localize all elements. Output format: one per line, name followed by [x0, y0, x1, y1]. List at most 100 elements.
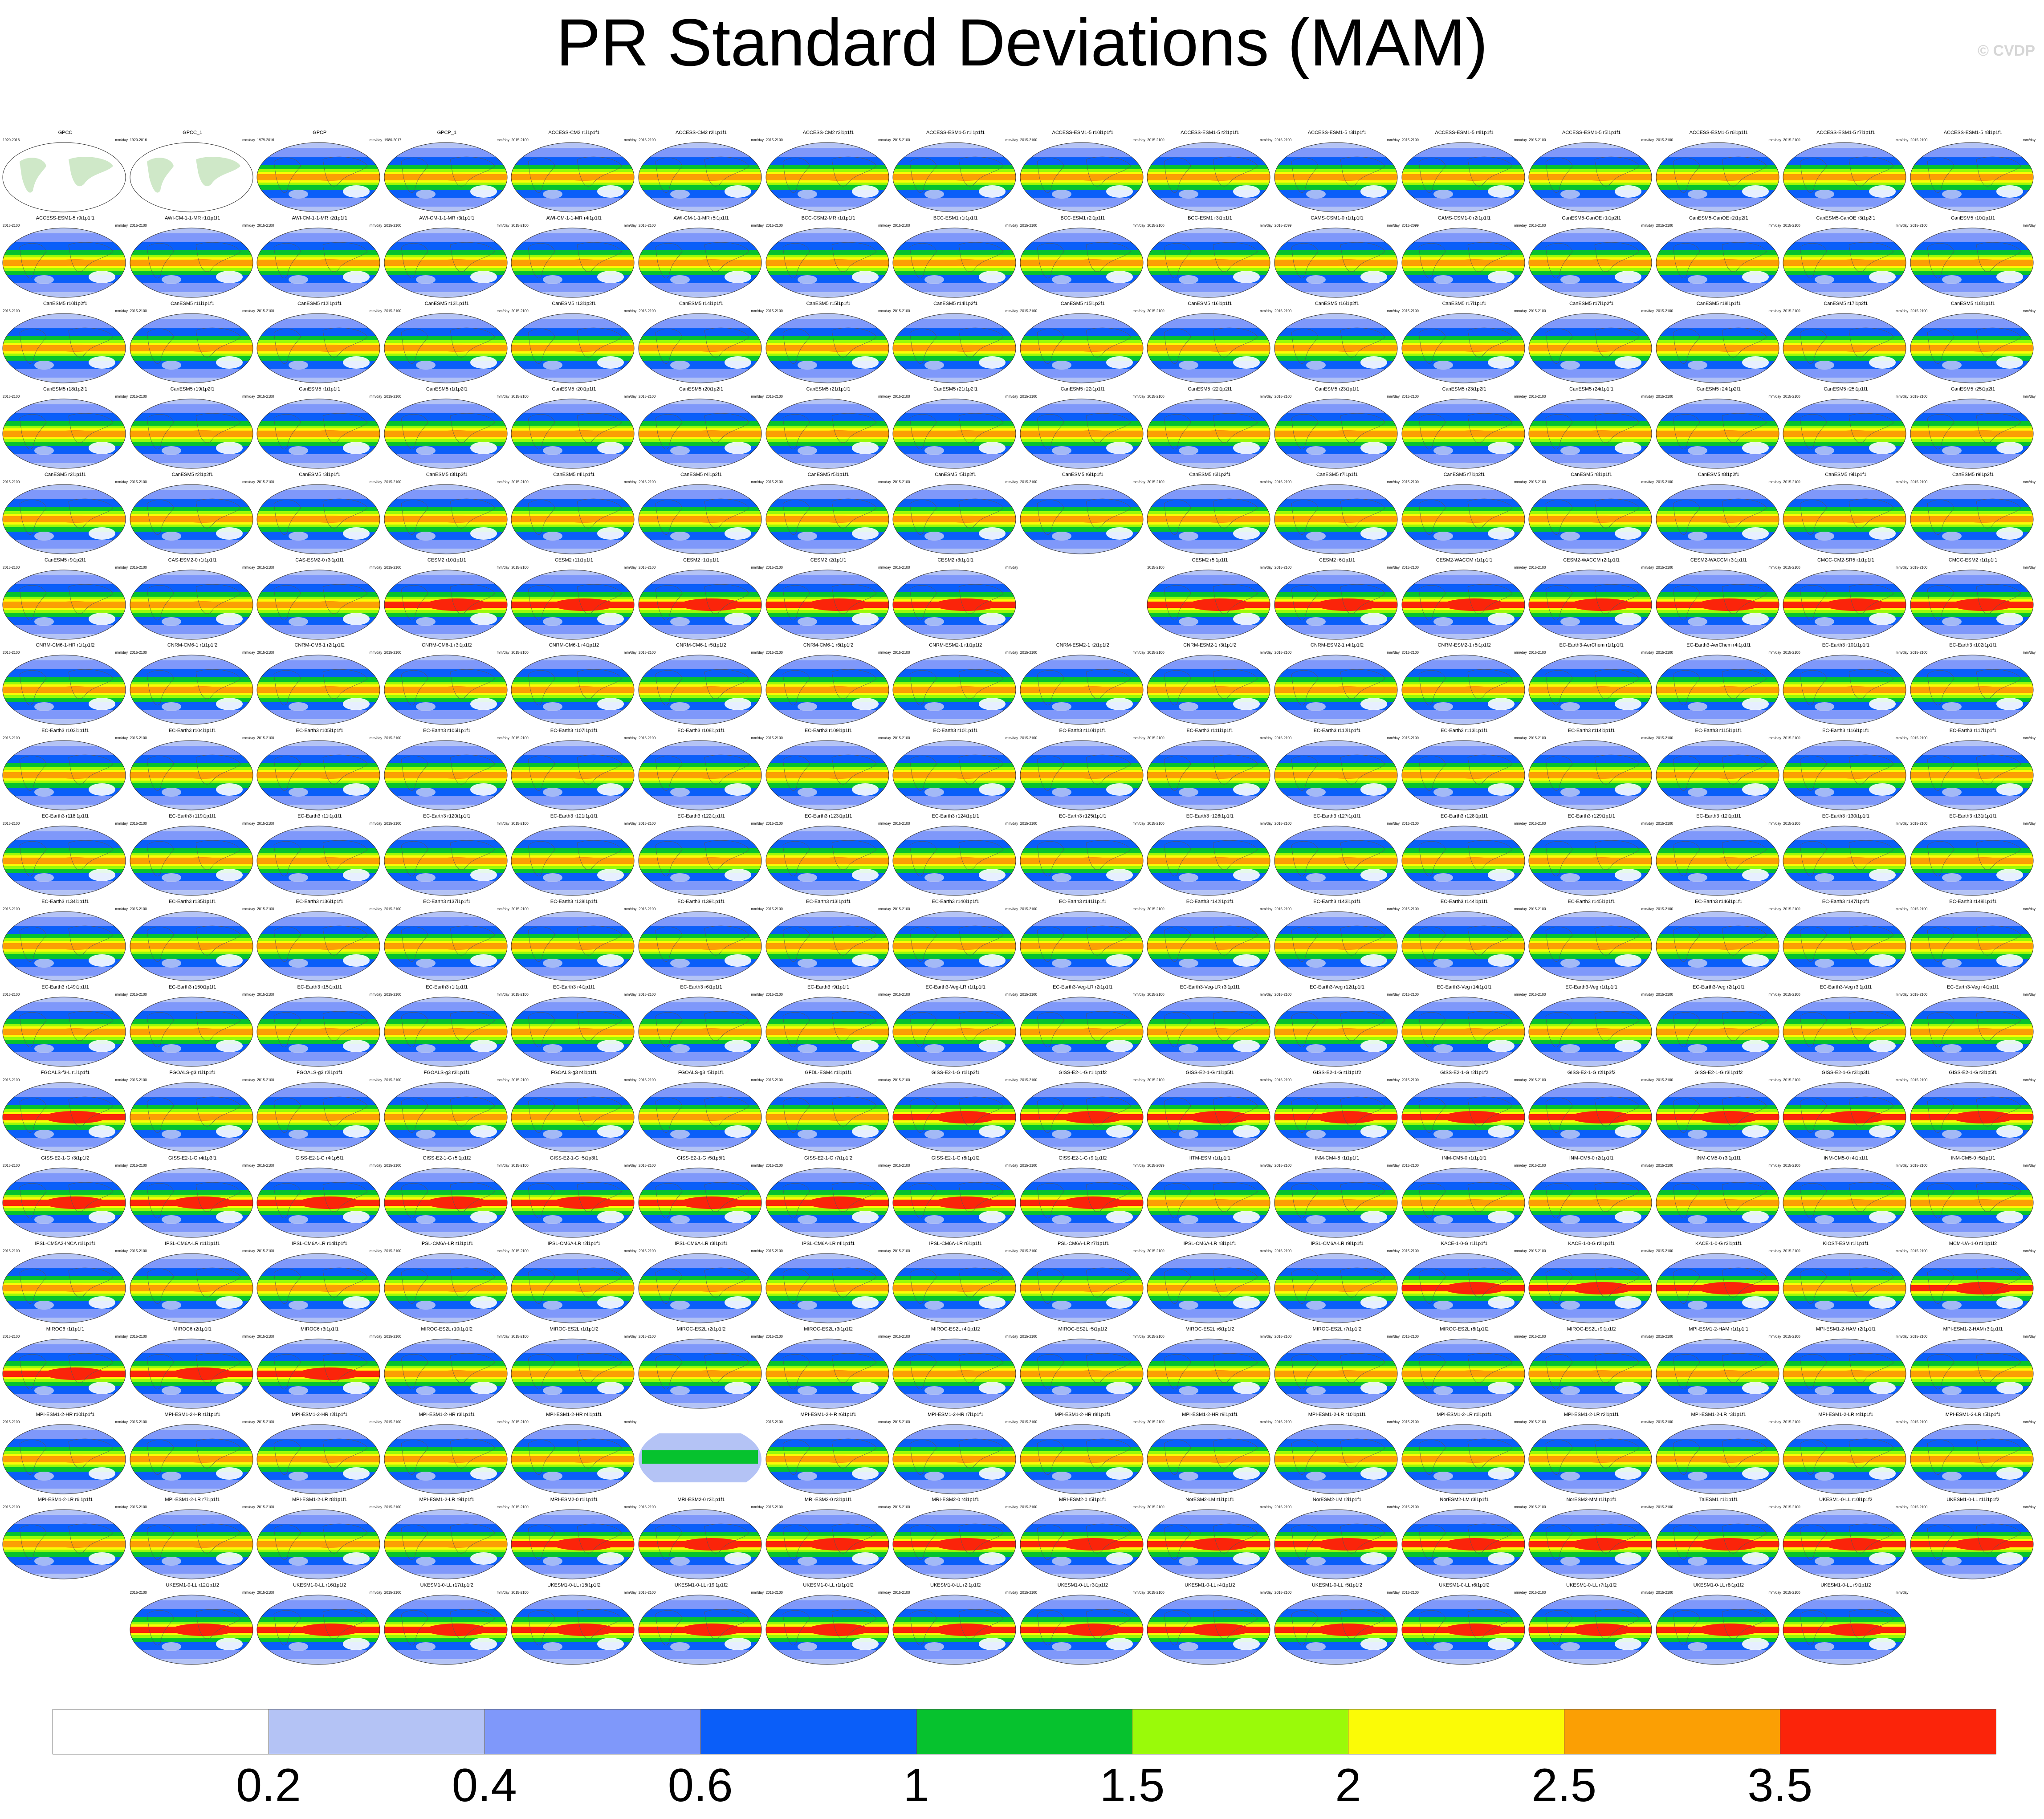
- precip-map: [1783, 1509, 1906, 1579]
- itcz-maximum: [436, 1455, 477, 1463]
- precip-map: [1656, 1082, 1779, 1152]
- panel-title: EC-Earth3 r121i1p1f1: [550, 814, 598, 819]
- panel-title: ACCESS-ESM1-5 r9i1p1f1: [36, 215, 95, 221]
- itcz-maximum: [1824, 598, 1887, 611]
- dry-zone: [670, 360, 690, 370]
- colorbar-box: [916, 1709, 1133, 1754]
- dry-zone: [1869, 527, 1896, 540]
- map-outline: [1910, 228, 2034, 298]
- dry-zone: [1815, 275, 1835, 284]
- itcz-maximum: [945, 857, 986, 865]
- precip-map: [1783, 1339, 1906, 1409]
- coastlines: [1291, 327, 1385, 364]
- dry-zone: [1051, 1300, 1071, 1310]
- dry-zone: [89, 869, 115, 882]
- dry-zone: [1560, 1044, 1580, 1053]
- dry-zone: [1615, 869, 1642, 882]
- dry-zone: [216, 1638, 243, 1651]
- coastlines: [1164, 156, 1258, 193]
- map-panel: EC-Earth3 r106i1p1f1 2015-2100 mm/day: [383, 728, 510, 814]
- panel-units: mm/day: [497, 309, 509, 313]
- dry-zone: [470, 1210, 497, 1223]
- panel-title: CanESM5 r5i1p2f1: [935, 472, 977, 477]
- itcz-maximum: [425, 1196, 488, 1209]
- itcz-maximum: [1824, 1624, 1887, 1636]
- map-panel: CNRM-ESM2-1 r3i1p1f2 2015-2100 mm/day: [1146, 643, 1273, 728]
- itcz-maximum: [1200, 1028, 1240, 1035]
- precip-map: [2, 228, 126, 298]
- panel-title: MPI-ESM1-2-LR r4i1p1f1: [1818, 1412, 1873, 1417]
- precip-map: [511, 1424, 635, 1494]
- cvdp-watermark: © CVDP: [1978, 42, 2035, 59]
- map-panel: MRI-ESM2-0 r5i1p1f1 2015-2100 mm/day: [1019, 1497, 1146, 1583]
- itcz-maximum: [298, 1367, 361, 1380]
- precip-map: [1274, 399, 1398, 469]
- dry-zone: [1360, 1125, 1387, 1138]
- map-panel: UKESM1-0-LL r18i1p1f2 2015-2100 mm/day: [510, 1583, 637, 1668]
- panel-years: 2015-2099: [1401, 223, 1419, 228]
- panel-years: 2015-2100: [765, 309, 783, 313]
- precip-map: [2, 1424, 126, 1494]
- itcz-maximum: [436, 772, 477, 779]
- dry-zone: [1233, 1210, 1260, 1223]
- map-panel: GISS-E2-1-G r5i1p5f1 2015-2100 mm/day: [638, 1156, 765, 1241]
- dry-zone: [1233, 441, 1260, 454]
- precip-map: [130, 826, 253, 896]
- itcz-maximum: [55, 344, 95, 352]
- precip-map: [765, 826, 889, 896]
- dry-zone: [1433, 1300, 1453, 1310]
- itcz-maximum: [691, 1284, 731, 1292]
- panel-title: UKESM1-0-LL r17i1p1f2: [420, 1583, 474, 1588]
- itcz-maximum: [55, 259, 95, 266]
- itcz-maximum: [1963, 1028, 2003, 1035]
- dry-zone: [1106, 1040, 1133, 1052]
- precip-map: [384, 826, 508, 896]
- precip-map: [2, 655, 126, 725]
- precip-map: [1656, 228, 1779, 298]
- precip-map: [511, 142, 635, 212]
- precip-map: [1401, 997, 1525, 1067]
- map-panel: MPI-ESM1-2-HR r4i1p1f1 2015-2100 mm/day: [510, 1412, 637, 1498]
- precip-map: [1020, 1595, 1144, 1665]
- panel-title: EC-Earth3 r119i1p1f1: [169, 814, 216, 819]
- map-panel: CanESM5 r7i1p2f1 2015-2100 mm/day: [1401, 472, 1528, 558]
- map-panel: INM-CM5-0 r4i1p1f1 2015-2100 mm/day: [1782, 1156, 1909, 1241]
- map-panel: MPI-ESM1-2-LR r4i1p1f1 2015-2100 mm/day: [1782, 1412, 1909, 1498]
- itcz-maximum: [1963, 686, 2003, 694]
- precip-map: [1656, 484, 1779, 554]
- panel-title: CanESM5 r5i1p1f1: [807, 472, 849, 477]
- panel-units: mm/day: [1641, 138, 1654, 142]
- itcz-maximum: [1072, 259, 1113, 266]
- dry-zone: [34, 788, 54, 797]
- precip-map: [2, 313, 126, 383]
- precip-map: [1528, 228, 1652, 298]
- precip-map: [1274, 1424, 1398, 1494]
- itcz-maximum: [1327, 259, 1367, 266]
- panel-years: 2015-2100: [3, 223, 20, 228]
- precip-map: [257, 655, 380, 725]
- precip-map: [130, 313, 253, 383]
- map-outline: [1020, 142, 1144, 212]
- precip-map: [1528, 911, 1652, 981]
- dry-zone: [1996, 1296, 2023, 1309]
- precip-map: [1147, 313, 1270, 383]
- precip-map: [1528, 740, 1652, 810]
- map-panel: IPSL-CM6A-LR r6i1p1f1 2015-2100 mm/day: [892, 1241, 1019, 1327]
- map-panel: UKESM1-0-LL r3i1p1f2 2015-2100 mm/day: [1019, 1583, 1146, 1668]
- itcz-maximum: [182, 1284, 223, 1292]
- dry-zone: [1560, 617, 1580, 626]
- dry-zone: [1306, 788, 1326, 797]
- precip-map: [1528, 826, 1652, 896]
- dry-zone: [470, 1467, 497, 1480]
- dry-zone: [670, 531, 690, 541]
- panel-title: GISS-E2-1-G r9i1p1f2: [1059, 1155, 1107, 1161]
- precip-map: [1656, 1168, 1779, 1238]
- panel-title: EC-Earth3 r110i1p1f1: [1059, 728, 1107, 734]
- dry-zone: [1869, 270, 1896, 283]
- dry-zone: [1687, 617, 1707, 626]
- panel-title: CAS-ESM2-0 r1i1p1f1: [168, 557, 217, 563]
- map-panel: GISS-E2-1-G r2i1p1f2 2015-2100 mm/day: [1401, 1070, 1528, 1156]
- map-panel: CanESM5 r17i1p1f1 2015-2100 mm/day: [1401, 301, 1528, 387]
- panel-title: UKESM1-0-LL r10i1p1f2: [1819, 1497, 1873, 1503]
- precip-map: [1274, 1509, 1398, 1579]
